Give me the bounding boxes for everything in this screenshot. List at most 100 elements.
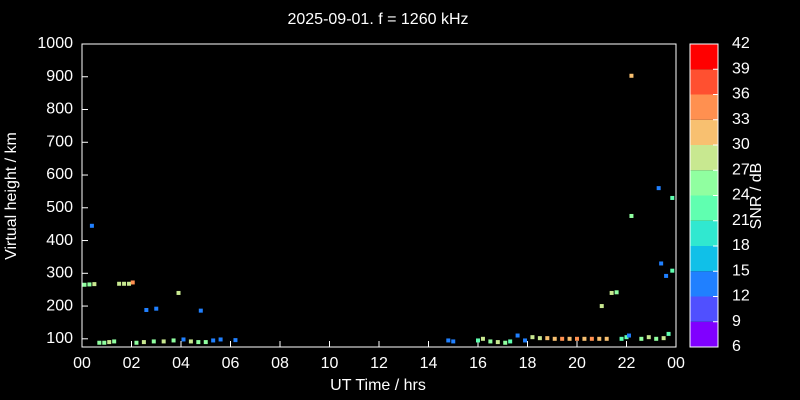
y-tick-label: 500 — [46, 199, 73, 216]
echo-point — [582, 336, 587, 341]
echo-point — [127, 281, 132, 286]
echo-point — [171, 338, 176, 343]
echo-point — [567, 336, 572, 341]
echo-point — [639, 336, 644, 341]
y-tick-label: 900 — [46, 68, 73, 85]
echo-point — [626, 333, 631, 338]
echo-point — [537, 336, 542, 341]
echo-point — [545, 336, 550, 341]
echo-point — [181, 337, 186, 342]
echo-point — [488, 339, 493, 344]
echo-point — [666, 331, 671, 336]
echo-point — [670, 268, 675, 273]
echo-point — [670, 195, 675, 200]
echo-point — [82, 282, 87, 287]
colorbar-cell — [690, 195, 718, 221]
x-tick-label: 14 — [420, 355, 438, 372]
x-axis-label: UT Time / hrs — [330, 377, 426, 394]
echo-point — [646, 335, 651, 340]
echo-point — [102, 340, 107, 345]
colorbar-tick-label: 18 — [732, 237, 750, 254]
echo-point — [117, 281, 122, 286]
echo-point — [161, 339, 166, 344]
colorbar-tick-label: 9 — [732, 313, 741, 330]
echo-point — [609, 290, 614, 295]
colorbar-tick-label: 42 — [732, 35, 750, 52]
x-tick-label: 20 — [568, 355, 586, 372]
echo-point — [599, 304, 604, 309]
echo-point — [654, 336, 659, 341]
x-tick-label: 16 — [469, 355, 487, 372]
echo-point — [597, 336, 602, 341]
x-tick-label: 22 — [618, 355, 636, 372]
echo-point — [523, 338, 528, 343]
echo-point — [560, 336, 565, 341]
echo-point — [629, 73, 634, 78]
echo-point — [196, 340, 201, 345]
colorbar-tick-label: 24 — [732, 187, 750, 204]
x-tick-label: 12 — [370, 355, 388, 372]
echo-point — [176, 290, 181, 295]
echo-point — [122, 281, 127, 286]
echo-point — [604, 336, 609, 341]
echo-point — [480, 336, 485, 341]
echo-point — [151, 339, 156, 344]
echo-point — [203, 340, 208, 345]
echo-point — [211, 338, 216, 343]
echo-point — [589, 336, 594, 341]
echo-point — [107, 340, 112, 345]
echo-point — [503, 340, 508, 345]
echo-point — [97, 340, 102, 345]
colorbar-cell — [690, 44, 718, 70]
colorbar-cell — [690, 220, 718, 246]
chart-title: 2025-09-01. f = 1260 kHz — [287, 11, 468, 28]
echo-point — [446, 338, 451, 343]
echo-point — [154, 306, 159, 311]
echo-point — [218, 337, 223, 342]
echo-point — [530, 335, 535, 340]
echo-point — [619, 336, 624, 341]
echo-point — [130, 280, 135, 285]
echo-point — [451, 339, 456, 344]
colorbar-cell — [690, 170, 718, 196]
echo-point — [476, 338, 480, 343]
colorbar-label: SNR / dB — [748, 163, 765, 230]
colorbar-tick-label: 12 — [732, 288, 750, 305]
echo-point — [661, 336, 666, 341]
echo-point — [495, 340, 500, 345]
x-tick-label: 10 — [321, 355, 339, 372]
x-tick-label: 04 — [172, 355, 190, 372]
echo-point — [89, 223, 94, 228]
y-tick-label: 400 — [46, 232, 73, 249]
echo-point — [144, 307, 149, 312]
echo-point — [656, 186, 661, 191]
echo-point — [198, 308, 203, 313]
y-tick-label: 600 — [46, 166, 73, 183]
echo-point — [552, 336, 557, 341]
echo-point — [614, 290, 619, 295]
colorbar-tick-label: 36 — [732, 86, 750, 103]
echo-point — [659, 261, 664, 266]
echo-point — [141, 340, 146, 345]
colorbar-cell — [690, 69, 718, 95]
echo-point — [664, 273, 669, 278]
y-axis-label: Virtual height / km — [3, 132, 20, 260]
plot-frame — [81, 43, 677, 348]
colorbar-tick-label: 6 — [732, 338, 741, 355]
echo-point — [515, 333, 520, 338]
x-tick-label: 00 — [73, 355, 91, 372]
echo-point — [112, 339, 117, 344]
colorbar-cell — [690, 94, 718, 120]
colorbar-cell — [690, 321, 718, 347]
colorbar-tick-label: 21 — [732, 212, 750, 229]
x-tick-label: 18 — [519, 355, 537, 372]
y-tick-label: 700 — [46, 133, 73, 150]
y-tick-label: 100 — [46, 330, 73, 347]
y-tick-label: 1000 — [37, 35, 73, 52]
colorbar-tick-label: 15 — [732, 262, 750, 279]
colorbar-cell — [690, 119, 718, 145]
x-tick-label: 06 — [222, 355, 240, 372]
colorbar-cell — [690, 145, 718, 171]
x-tick-label: 00 — [667, 355, 685, 372]
